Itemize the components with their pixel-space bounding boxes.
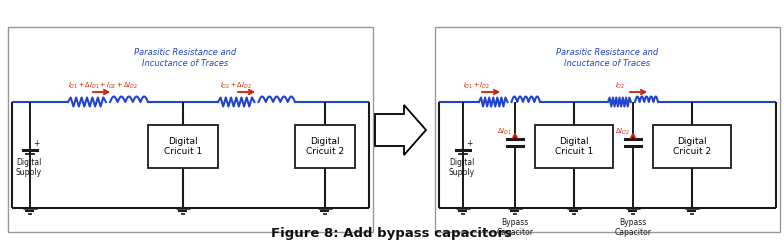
Text: Digital
Supply: Digital Supply	[449, 158, 475, 178]
Bar	[8, 27, 373, 232]
Bar	[653, 125, 731, 168]
Text: $I_{O2}$: $I_{O2}$	[615, 81, 625, 91]
Polygon shape	[375, 105, 426, 155]
Text: Digital
Cricuit 1: Digital Cricuit 1	[555, 137, 593, 156]
Text: $I_{O1}+\Delta I_{O1}+I_{O2}+\Delta I_{O2}$: $I_{O1}+\Delta I_{O1}+I_{O2}+\Delta I_{O…	[68, 81, 138, 91]
Text: $\Delta I_{O1}$: $\Delta I_{O1}$	[497, 127, 512, 137]
Text: Parasitic Resistance and
Incuctance of Traces: Parasitic Resistance and Incuctance of T…	[134, 48, 236, 68]
Text: Digital
Cricuit 2: Digital Cricuit 2	[673, 137, 711, 156]
Bar	[435, 27, 780, 232]
Text: Bypass
Capacitor: Bypass Capacitor	[615, 218, 652, 238]
Text: Bypass
Capacitor: Bypass Capacitor	[496, 218, 533, 238]
Text: +: +	[466, 139, 473, 148]
Text: $I_{O2}+\Delta I_{O2}$: $I_{O2}+\Delta I_{O2}$	[220, 81, 252, 91]
Text: Figure 8: Add bypass capacitors: Figure 8: Add bypass capacitors	[271, 227, 513, 240]
Text: +: +	[33, 139, 39, 148]
Text: $I_{O1}+I_{O2}$: $I_{O1}+I_{O2}$	[463, 81, 490, 91]
Bar	[295, 125, 355, 168]
Bar	[535, 125, 613, 168]
Text: Parasitic Resistance and
Incuctance of Traces: Parasitic Resistance and Incuctance of T…	[557, 48, 659, 68]
Text: Digital
Supply: Digital Supply	[16, 158, 42, 178]
Text: $\Delta I_{O2}$: $\Delta I_{O2}$	[615, 127, 630, 137]
Text: Digital
Cricuit 2: Digital Cricuit 2	[306, 137, 344, 156]
Text: Digital
Cricuit 1: Digital Cricuit 1	[164, 137, 202, 156]
Bar	[148, 125, 218, 168]
